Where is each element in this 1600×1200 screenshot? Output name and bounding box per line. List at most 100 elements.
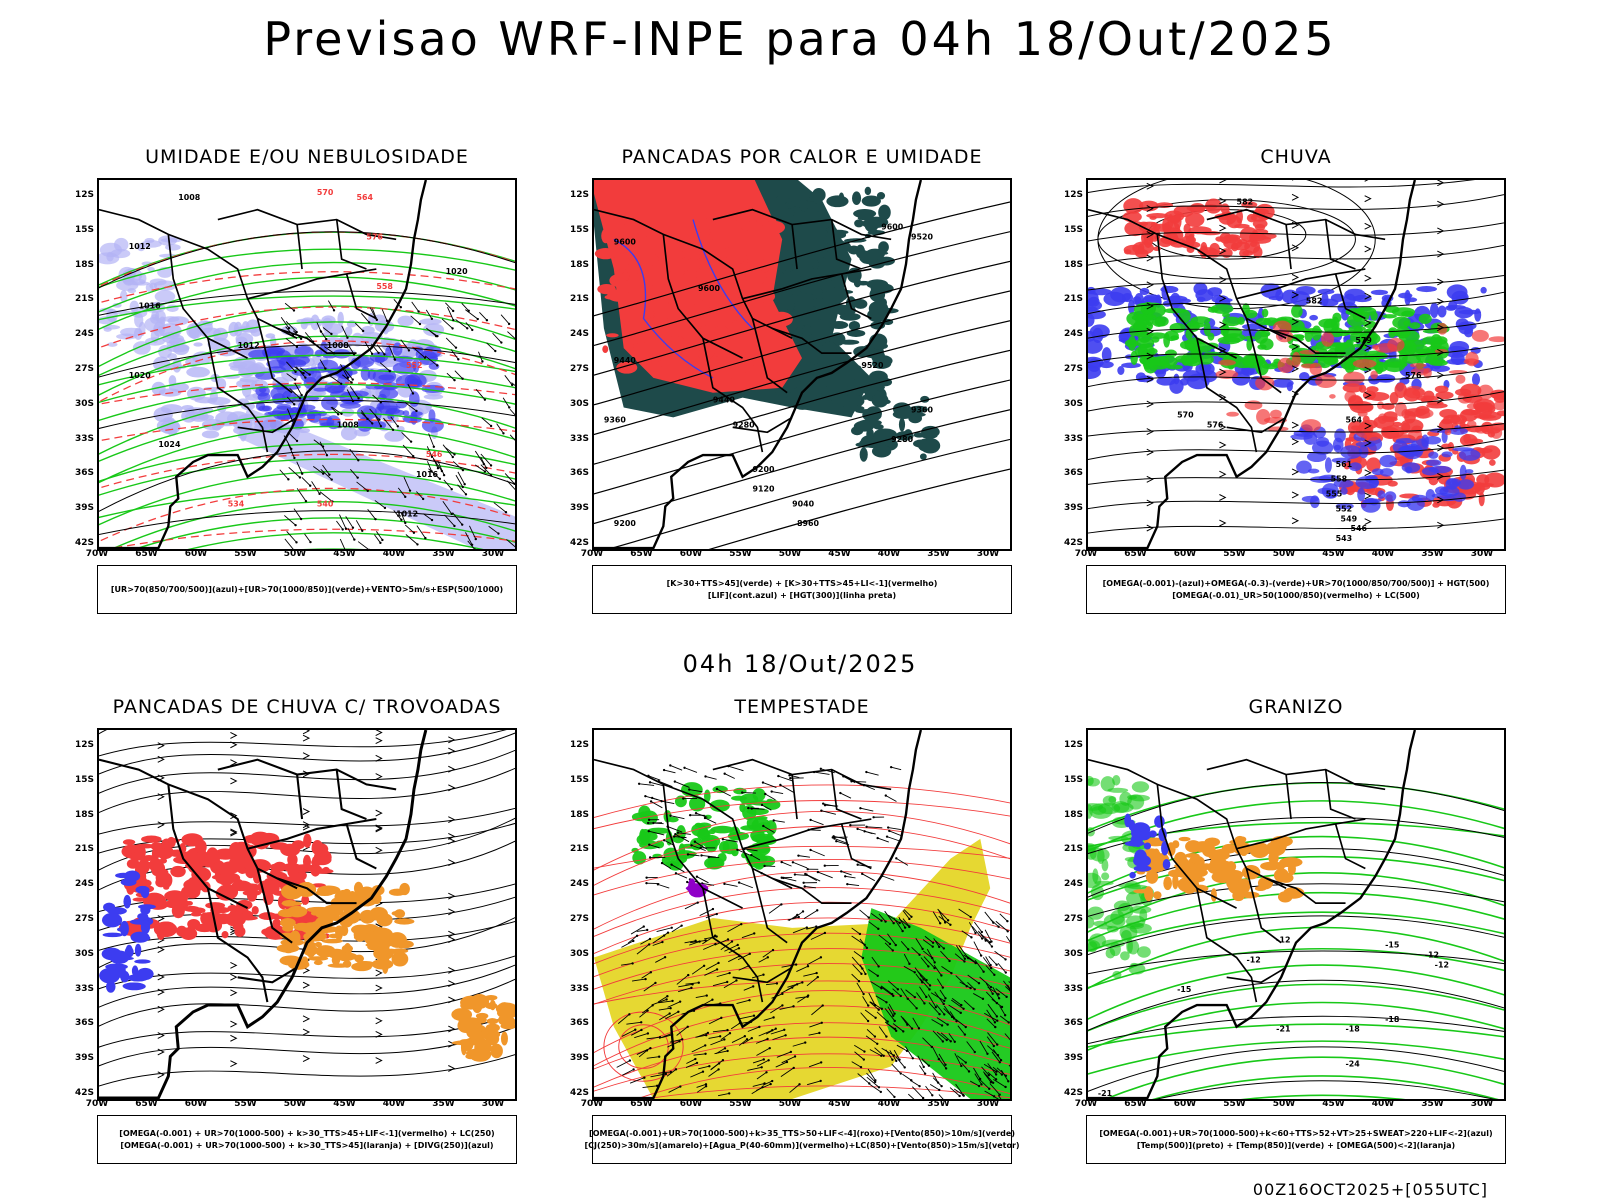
- panel-title: PANCADAS POR CALOR E UMIDADE: [621, 146, 983, 168]
- lon-tick-label: 40W: [382, 1099, 406, 1109]
- contour-label: 579: [1355, 336, 1372, 345]
- panel-title: CHUVA: [1260, 146, 1332, 168]
- state-border: [237, 416, 298, 434]
- lat-tick-label: 39S: [74, 1053, 94, 1064]
- lat-tick-label: 27S: [1063, 364, 1083, 374]
- lat-tick-label: 30S: [74, 948, 94, 959]
- contour-label: 9040: [792, 499, 815, 508]
- map-panel: [592, 728, 1012, 1101]
- contour-label: -12: [1276, 936, 1290, 945]
- state-border: [237, 966, 298, 984]
- lat-tick-label: 21S: [1063, 294, 1083, 305]
- contour-label: -21: [1276, 1025, 1290, 1034]
- state-border: [1334, 273, 1366, 320]
- lon-tick-label: 30W: [481, 549, 505, 559]
- state-border: [256, 318, 293, 394]
- coastline: [99, 730, 428, 1099]
- state-border: [167, 234, 248, 359]
- state-border: [1324, 219, 1356, 270]
- lat-tick-label: 33S: [569, 433, 589, 444]
- state-border: [1226, 416, 1287, 434]
- lat-tick-label: 24S: [1063, 879, 1083, 890]
- lon-tick-label: 65W: [1124, 549, 1147, 559]
- lon-tick-label: 30W: [481, 1099, 505, 1109]
- lat-tick-label: 42S: [1063, 1088, 1083, 1098]
- contour-label: 9120: [752, 485, 775, 494]
- lat-tick-label: 30S: [1063, 948, 1083, 959]
- contour-label: 534: [228, 499, 245, 508]
- lat-tick-label: 12S: [74, 190, 94, 200]
- state-border: [751, 318, 788, 394]
- lat-tick-label: 15S: [74, 224, 94, 235]
- state-border: [99, 758, 298, 890]
- contour-label: 1020: [446, 267, 469, 276]
- state-border: [702, 338, 764, 453]
- state-border: [1156, 784, 1237, 909]
- state-border: [1245, 868, 1282, 944]
- state-border: [1236, 818, 1366, 850]
- lon-tick-label: 40W: [1371, 1099, 1395, 1109]
- valid-time-subtitle: 04h 18/Out/2025: [682, 650, 918, 678]
- contour-label: 8960: [797, 519, 820, 528]
- contour-label: 1016: [416, 470, 439, 479]
- legend-line: [LIF](cont.azul) + [HGT(300)](linha pret…: [707, 590, 897, 600]
- state-border: [256, 868, 293, 944]
- contour-label: 564: [1346, 415, 1363, 424]
- lon-tick-label: 45W: [1322, 1099, 1345, 1109]
- lat-tick-label: 39S: [1063, 1053, 1083, 1064]
- contour-label: 9440: [614, 356, 637, 365]
- state-border: [732, 416, 793, 434]
- lat-tick-label: 27S: [1063, 914, 1083, 924]
- lon-tick-label: 35W: [1421, 1099, 1444, 1109]
- lat-tick-label: 33S: [1063, 983, 1083, 994]
- contour-label: 9600: [614, 237, 637, 246]
- state-border: [247, 268, 377, 300]
- lon-tick-label: 30W: [976, 1099, 1000, 1109]
- contour-label: -12: [1246, 955, 1260, 964]
- state-border: [1226, 966, 1287, 984]
- contour-label: 9360: [911, 405, 934, 414]
- coastline: [1088, 180, 1417, 549]
- contour-label: 9280: [733, 420, 756, 429]
- contour-label: -15: [1177, 985, 1191, 994]
- lon-tick-label: 55W: [729, 549, 752, 559]
- state-border: [840, 273, 872, 320]
- lon-tick-label: 70W: [580, 1099, 604, 1109]
- lat-tick-label: 15S: [1063, 224, 1083, 235]
- legend-line: [Temp(500)](preto) + [Temp(850)](verde) …: [1136, 1140, 1456, 1150]
- lat-tick-label: 21S: [74, 294, 94, 305]
- state-border: [1285, 224, 1292, 270]
- lat-tick-label: 12S: [569, 740, 589, 750]
- lon-tick-label: 35W: [1421, 549, 1444, 559]
- map-canvas: [99, 730, 515, 1099]
- map-panel: -12 -12 -12 -15 -15 -18 -18 -21 -21 -24 -12: [1086, 728, 1506, 1101]
- lat-tick-label: 12S: [1063, 740, 1083, 750]
- state-border: [772, 877, 852, 904]
- state-border: [840, 823, 872, 870]
- lat-tick-label: 30S: [1063, 398, 1083, 409]
- run-info-footer: 00Z16OCT2025+[055UTC]: [1252, 1180, 1488, 1199]
- lat-tick-label: 33S: [1063, 433, 1083, 444]
- contour-label: 1020: [129, 371, 152, 380]
- legend-line: [OMEGA(-0.001)-(azul)+OMEGA(-0.3)-(verde…: [1102, 578, 1490, 588]
- state-border: [772, 327, 852, 354]
- contour-label: 1016: [139, 302, 162, 311]
- lon-tick-label: 45W: [828, 549, 851, 559]
- lon-tick-label: 60W: [1173, 549, 1197, 559]
- lat-tick-label: 21S: [74, 844, 94, 855]
- lon-tick-label: 45W: [333, 1099, 356, 1109]
- state-border: [1088, 208, 1287, 340]
- lon-tick-label: 40W: [1371, 549, 1395, 559]
- lat-tick-label: 39S: [569, 503, 589, 514]
- legend-line: [OMEGA(-0.001)+UR>70(1000-500)+k<60+TTS>…: [1099, 1128, 1493, 1138]
- lat-tick-label: 21S: [569, 294, 589, 305]
- state-border: [217, 758, 397, 791]
- lat-tick-label: 24S: [74, 879, 94, 890]
- lon-tick-label: 70W: [85, 1099, 109, 1109]
- contour-label: 1012: [238, 341, 260, 350]
- lon-tick-label: 60W: [184, 1099, 208, 1109]
- lat-tick-label: 42S: [74, 538, 94, 548]
- contour-label: 582: [1237, 198, 1254, 207]
- map-panel: [97, 728, 517, 1101]
- lat-tick-label: 27S: [74, 364, 94, 374]
